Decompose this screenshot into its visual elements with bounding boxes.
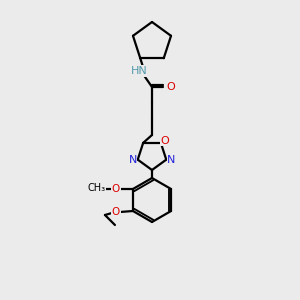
Text: O: O <box>160 136 169 146</box>
Text: N: N <box>128 154 137 165</box>
Text: O: O <box>167 82 176 92</box>
Text: O: O <box>112 207 120 217</box>
Text: HN: HN <box>130 66 147 76</box>
Text: O: O <box>112 184 120 194</box>
Text: CH₃: CH₃ <box>88 183 106 193</box>
Text: N: N <box>167 154 176 165</box>
